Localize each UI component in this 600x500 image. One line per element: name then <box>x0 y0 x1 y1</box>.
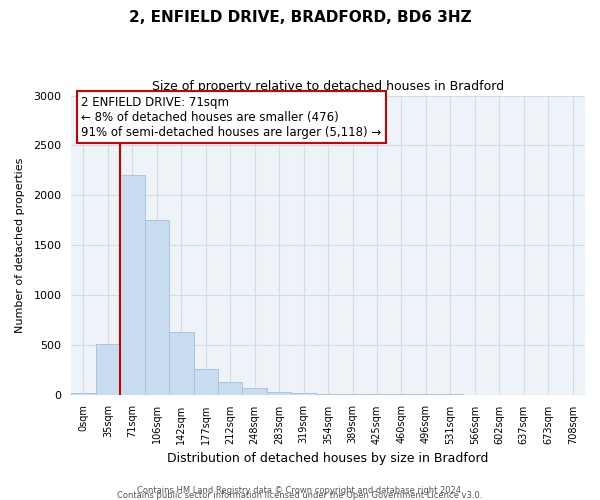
Text: Contains HM Land Registry data © Crown copyright and database right 2024.: Contains HM Land Registry data © Crown c… <box>137 486 463 495</box>
Bar <box>169 332 194 394</box>
Bar <box>95 344 120 394</box>
Bar <box>242 388 267 394</box>
Title: Size of property relative to detached houses in Bradford: Size of property relative to detached ho… <box>152 80 504 93</box>
Text: 2, ENFIELD DRIVE, BRADFORD, BD6 3HZ: 2, ENFIELD DRIVE, BRADFORD, BD6 3HZ <box>128 10 472 25</box>
X-axis label: Distribution of detached houses by size in Bradford: Distribution of detached houses by size … <box>167 452 489 465</box>
Bar <box>267 392 292 394</box>
Bar <box>292 393 316 394</box>
Text: 2 ENFIELD DRIVE: 71sqm
← 8% of detached houses are smaller (476)
91% of semi-det: 2 ENFIELD DRIVE: 71sqm ← 8% of detached … <box>82 96 382 138</box>
Bar <box>71 392 95 394</box>
Bar <box>145 220 169 394</box>
Bar <box>120 176 145 394</box>
Bar <box>218 382 242 394</box>
Text: Contains public sector information licensed under the Open Government Licence v3: Contains public sector information licen… <box>118 491 482 500</box>
Y-axis label: Number of detached properties: Number of detached properties <box>15 158 25 332</box>
Bar <box>194 368 218 394</box>
